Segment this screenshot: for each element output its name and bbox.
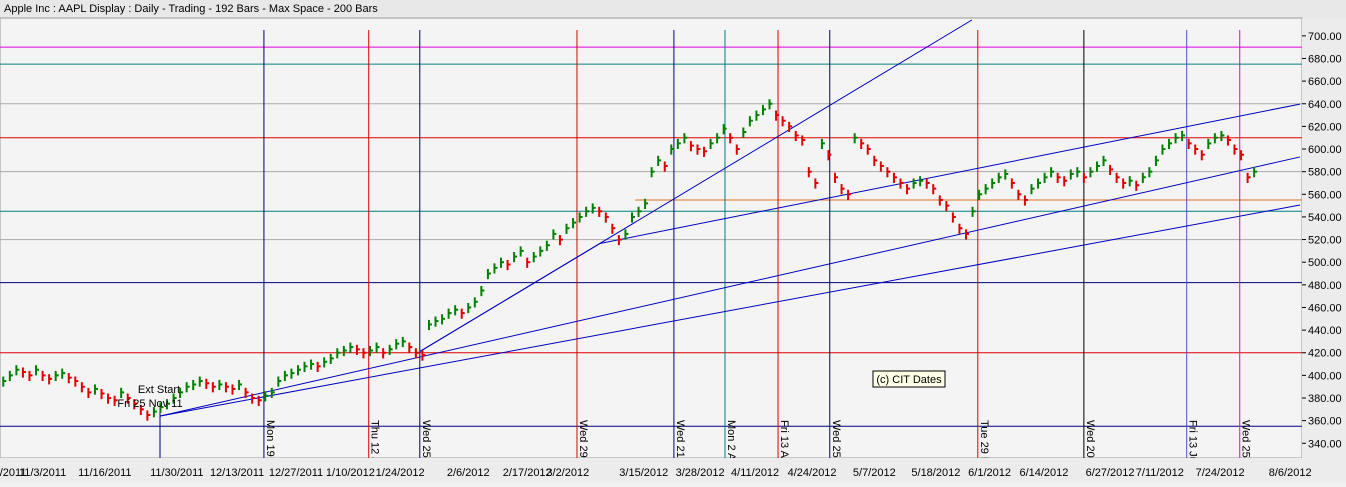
cit-date-label: Fri 13 Apr [778, 420, 790, 468]
y-tick-label: 500.00 [1308, 257, 1342, 269]
y-tick-label: 380.00 [1308, 393, 1342, 405]
cit-date-label: Wed 21 Mar [674, 420, 686, 480]
x-tick-label: 8/6/2012 [1269, 467, 1312, 479]
ext-start-label: Ext Start [138, 384, 180, 396]
y-tick-label: 580.00 [1308, 167, 1342, 179]
cit-date-label: Fri 13 Jul [1187, 420, 1199, 465]
x-tick-label: 3/2/2012 [546, 467, 589, 479]
cit-date-label: Thu 12 Jan [369, 420, 381, 475]
x-tick-label: 4/24/2012 [788, 467, 837, 479]
x-tick-label: 6/1/2012 [968, 467, 1011, 479]
y-tick-label: 600.00 [1308, 144, 1342, 156]
y-tick-label: 360.00 [1308, 416, 1342, 428]
cit-date-label: Wed 25 Jul [1240, 420, 1252, 475]
x-tick-label: 11/3/2011 [19, 467, 66, 479]
x-tick-label: /2011 [0, 467, 26, 479]
x-tick-label: 2/6/2012 [447, 467, 490, 479]
x-tick-label: 5/18/2012 [911, 467, 960, 479]
y-tick-label: 680.00 [1308, 53, 1342, 65]
x-tick-label: 11/30/2011 [150, 467, 203, 479]
trend-line [599, 103, 1301, 245]
y-tick-label: 480.00 [1308, 280, 1342, 292]
trend-line [159, 204, 1301, 417]
x-tick-label: 4/11/2012 [731, 467, 779, 479]
x-tick-label: 11/16/2011 [78, 467, 131, 479]
cit-date-label: Wed 20 Jun [1084, 420, 1096, 479]
y-tick-label: 440.00 [1308, 325, 1342, 337]
cit-date-label: Mon 2 Apr [725, 420, 737, 470]
x-tick-label: 5/7/2012 [853, 467, 896, 479]
cit-date-label: Wed 25 Jan [420, 420, 432, 479]
x-tick-label: 3/28/2012 [676, 467, 725, 479]
y-axis-area [1302, 18, 1346, 458]
y-tick-label: 400.00 [1308, 370, 1342, 382]
cit-date-label: Wed 25 Apr [830, 420, 842, 478]
x-tick-label: 7/11/2012 [1136, 467, 1184, 479]
y-tick-label: 460.00 [1308, 302, 1342, 314]
cit-date-label: Mon 19 Dec [264, 420, 276, 480]
trend-line [419, 243, 601, 353]
x-axis-area [0, 458, 1346, 482]
x-tick-label: 2/17/2012 [503, 467, 552, 479]
x-tick-label: 1/24/2012 [376, 467, 425, 479]
x-tick-label: 12/27/2011 [269, 467, 323, 479]
plot: Mon 19 Dec Thu 12 Jan Wed 25 Jan Wed 29 Feb… [0, 19, 1302, 480]
y-tick-label: 640.00 [1308, 99, 1342, 111]
x-tick-label: 1/10/2012 [326, 467, 375, 479]
x-tick-label: 6/27/2012 [1086, 467, 1135, 479]
y-tick-label: 660.00 [1308, 76, 1342, 88]
x-tick-label: 12/13/2011 [210, 467, 264, 479]
plot-area [0, 17, 1303, 459]
cit-date-label: Tue 29 May [978, 420, 990, 478]
legend-box-label: (c) CIT Dates [876, 374, 942, 386]
y-tick-label: 420.00 [1308, 348, 1342, 360]
title-bar [0, 0, 1346, 18]
chart-title: Apple Inc : AAPL Display : Daily - Tradi… [4, 3, 378, 15]
legend-box [872, 370, 946, 388]
y-tick-label: 560.00 [1308, 189, 1342, 201]
y-tick-label: 520.00 [1308, 235, 1342, 247]
cit-date-label: Wed 29 Feb [577, 420, 589, 480]
ext-start-date: Fri 25 Nov 11 [117, 398, 182, 410]
trend-line [159, 156, 1301, 417]
y-tick-label: 700.00 [1308, 31, 1342, 43]
y-tick-label: 340.00 [1308, 438, 1342, 450]
y-tick-label: 540.00 [1308, 212, 1342, 224]
x-tick-label: 7/24/2012 [1196, 467, 1245, 479]
x-tick-label: 6/14/2012 [1019, 467, 1068, 479]
y-tick-label: 620.00 [1308, 121, 1342, 133]
x-tick-label: 3/15/2012 [619, 467, 668, 479]
